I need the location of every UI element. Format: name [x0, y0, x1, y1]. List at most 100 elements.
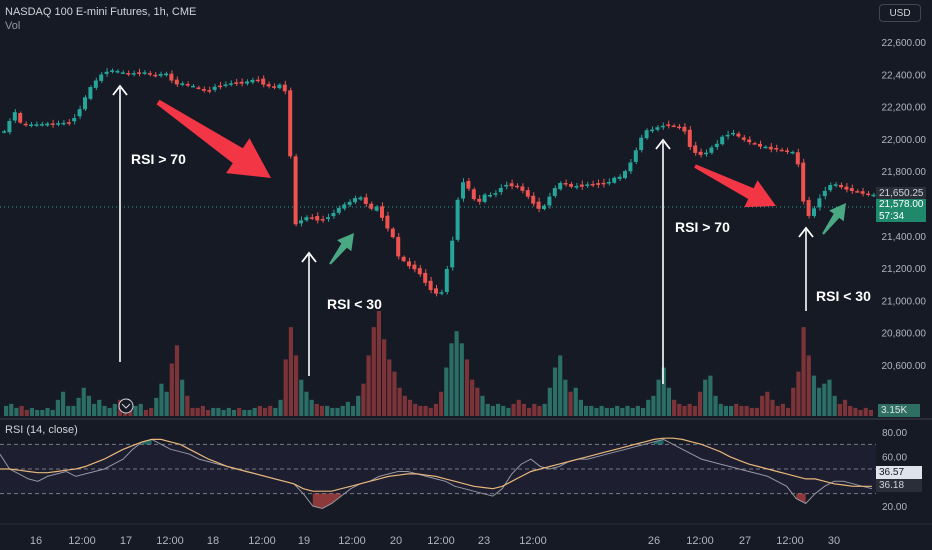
- candle-body: [731, 132, 735, 135]
- candle-body: [326, 217, 330, 220]
- candle-body: [29, 124, 33, 127]
- volume-bar: [713, 395, 718, 416]
- volume-bar: [723, 405, 728, 416]
- candle-body: [277, 84, 282, 89]
- volume-bar: [661, 367, 666, 416]
- volume-tag: 3.15K: [878, 404, 920, 417]
- volume-bar: [237, 407, 242, 416]
- volume-bar: [9, 403, 14, 416]
- volume-bar: [480, 395, 485, 416]
- green-arrow-1: [329, 233, 354, 265]
- volume-bar: [594, 407, 599, 416]
- countdown-tag: 57:34: [876, 211, 926, 222]
- volume-bar: [350, 405, 356, 416]
- candle-body: [169, 73, 174, 81]
- price-axis-tick: 21,800.00: [882, 167, 927, 178]
- candle-body: [644, 130, 649, 139]
- candle-body: [147, 73, 152, 75]
- volume-bar: [169, 363, 174, 416]
- candle-body: [747, 139, 752, 143]
- volume-bar: [697, 391, 703, 416]
- volume-bar: [459, 343, 464, 416]
- red-arrow-1: [156, 99, 271, 178]
- volume-bar: [71, 405, 76, 416]
- currency-button[interactable]: USD: [879, 4, 921, 22]
- volume-bar: [180, 379, 185, 416]
- volume-bar: [568, 391, 573, 416]
- candle-body: [407, 261, 411, 267]
- candle-body: [401, 256, 406, 262]
- volume-bar: [382, 339, 387, 416]
- candle-body: [779, 149, 784, 152]
- candle-body: [77, 109, 82, 117]
- rsi-value-tag: 36.57: [876, 466, 922, 479]
- volume-bar: [138, 403, 143, 416]
- volume-bar: [506, 407, 511, 416]
- candle-body: [56, 123, 60, 125]
- candle-body: [655, 127, 660, 130]
- volume-bar: [770, 399, 775, 416]
- volume-bar: [356, 395, 361, 416]
- volume-bar: [734, 403, 739, 416]
- candle-body: [369, 203, 374, 209]
- volume-bar: [490, 405, 495, 416]
- volume-bar: [86, 395, 92, 416]
- candle-body: [871, 194, 876, 197]
- candle-body: [531, 195, 536, 204]
- candle-body: [363, 197, 368, 204]
- candle-body: [158, 73, 163, 76]
- rsi-axis-tick: 60.00: [882, 453, 907, 464]
- price-axis-tick: 21,200.00: [882, 264, 927, 275]
- volume-bar: [345, 401, 350, 416]
- volume-bar: [397, 387, 402, 416]
- candle-body: [752, 143, 757, 145]
- candle-body: [660, 125, 665, 128]
- volume-bar: [682, 405, 687, 416]
- candle-body: [7, 120, 12, 133]
- volume-bar: [521, 403, 527, 416]
- volume-bar: [516, 399, 521, 416]
- candle-body: [801, 162, 806, 202]
- candle-body: [250, 80, 255, 83]
- volume-bar: [112, 403, 117, 416]
- volume-bar: [765, 391, 770, 416]
- candle-body: [677, 126, 681, 129]
- candle-body: [450, 240, 455, 268]
- candle-body: [579, 184, 584, 187]
- candle-body: [104, 71, 109, 74]
- volume-bar: [309, 399, 314, 416]
- time-axis-tick: 12:00: [68, 535, 96, 547]
- candle-body: [288, 90, 293, 157]
- rsi-ma-line: [0, 437, 872, 492]
- volume-bar: [407, 399, 413, 416]
- volume-bar: [159, 383, 164, 416]
- candle-body: [261, 78, 266, 85]
- candle-body: [191, 85, 195, 88]
- candle-body: [239, 81, 244, 84]
- volume-bar: [868, 409, 873, 416]
- rsi-indicator-header: RSI (14, close): [5, 424, 78, 436]
- candle-body: [439, 292, 444, 294]
- candle-body: [466, 181, 471, 189]
- volume-bar: [817, 387, 822, 416]
- time-axis-tick: 17: [120, 535, 132, 547]
- volume-bar: [211, 407, 216, 416]
- volume-bar: [703, 379, 708, 416]
- symbol-title: NASDAQ 100 E-mini Futures, 1h, CME: [5, 6, 197, 18]
- volume-bar: [444, 367, 449, 416]
- volume-bar: [294, 355, 299, 416]
- candle-body: [39, 124, 44, 126]
- volume-bar: [754, 407, 760, 416]
- volume-bar: [102, 405, 107, 416]
- volume-bar: [268, 405, 273, 416]
- candle-body: [558, 182, 563, 190]
- price-tag-current: 21,578.00: [876, 199, 926, 211]
- volume-bar: [200, 405, 205, 416]
- volume-bar: [195, 407, 200, 416]
- candle-body: [790, 151, 795, 154]
- candle-body: [2, 131, 6, 133]
- volume-bar: [304, 391, 309, 416]
- time-axis-tick: 26: [648, 535, 660, 547]
- candle-body: [698, 151, 703, 155]
- rsi-oversold-fill: [796, 493, 806, 504]
